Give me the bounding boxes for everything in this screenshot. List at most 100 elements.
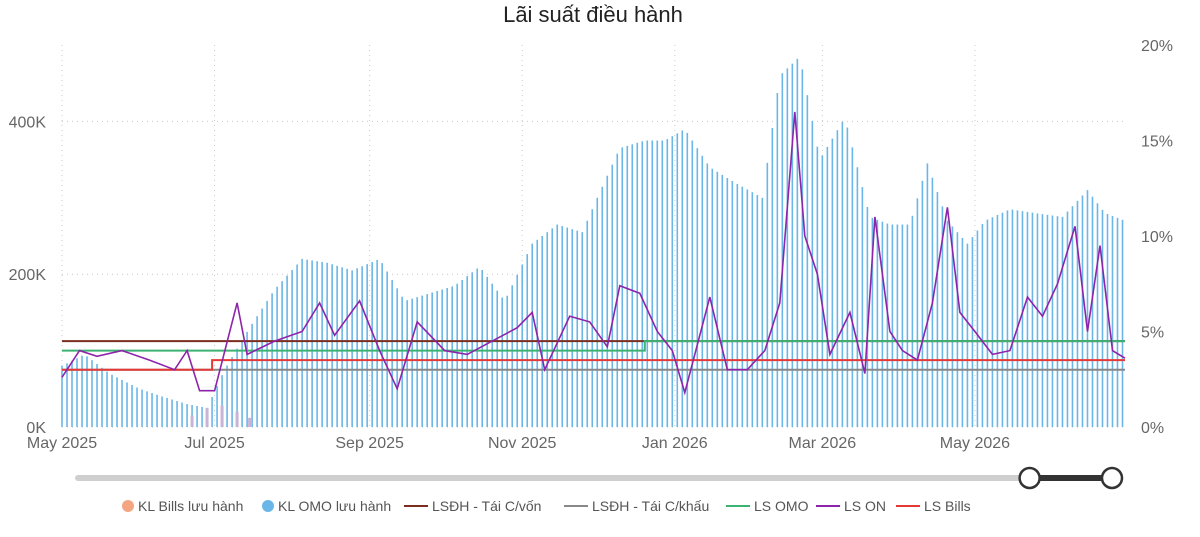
omo-bar	[761, 197, 764, 427]
omo-bar	[1076, 200, 1079, 427]
omo-bar	[936, 192, 939, 427]
omo-bar	[436, 291, 438, 427]
omo-bar	[961, 237, 964, 427]
omo-bar	[61, 365, 63, 427]
omo-bar	[306, 259, 308, 427]
legend[interactable]: KL Bills lưu hành KL OMO lưu hành LSĐH - T…	[122, 498, 971, 514]
omo-bar	[1006, 210, 1009, 427]
omo-bar	[101, 367, 103, 427]
omo-bar	[141, 389, 143, 427]
omo-bar	[1096, 203, 1099, 427]
omo-bar	[1061, 216, 1064, 427]
legend-item[interactable]: LS ON	[816, 498, 886, 514]
omo-bar	[1091, 196, 1094, 427]
omo-bar	[941, 206, 944, 427]
range-slider[interactable]	[75, 466, 1124, 490]
series-line-ls-bills	[62, 359, 1125, 371]
omo-bar	[691, 140, 694, 427]
x-tick-label: Nov 2025	[488, 435, 557, 452]
omo-bar	[166, 397, 168, 427]
omo-bar	[706, 163, 709, 428]
legend-item[interactable]: LS OMO	[726, 498, 809, 514]
omo-bar	[966, 243, 969, 427]
omo-bar	[121, 379, 123, 427]
omo-bar	[491, 283, 494, 427]
omo-bar	[926, 163, 929, 428]
slider-handle-end[interactable]	[1100, 466, 1124, 490]
omo-bar	[211, 396, 213, 427]
slider-handle-start[interactable]	[1018, 466, 1041, 490]
omo-bar	[1106, 214, 1109, 427]
omo-bar	[326, 262, 328, 427]
omo-bar	[661, 140, 664, 427]
omo-bar	[1066, 211, 1069, 427]
omo-bar	[821, 155, 824, 427]
omo-bar	[501, 297, 504, 427]
omo-bar	[756, 195, 759, 427]
omo-bar	[676, 133, 679, 427]
legend-item[interactable]: LS Bills	[896, 498, 971, 514]
omo-bar	[916, 198, 919, 427]
omo-bar	[131, 384, 133, 427]
omo-bar	[551, 228, 554, 427]
omo-bar	[161, 396, 163, 427]
x-tick-label: Sep 2025	[335, 435, 404, 452]
omo-bar	[416, 297, 418, 427]
lines	[61, 111, 1126, 396]
bills-bar	[235, 411, 239, 427]
omo-bar	[871, 217, 874, 427]
omo-bar	[1031, 212, 1034, 427]
omo-bar	[576, 230, 579, 427]
legend-label: KL OMO lưu hành	[278, 498, 391, 514]
omo-bar	[701, 155, 704, 427]
omo-bar	[556, 224, 559, 427]
omo-bar	[586, 220, 589, 427]
omo-bar	[336, 265, 338, 427]
omo-bar	[221, 375, 223, 427]
omo-bar	[846, 127, 849, 428]
omo-bar	[486, 276, 488, 427]
omo-bar	[611, 164, 614, 427]
omo-bar	[476, 268, 478, 427]
omo-bar	[531, 243, 534, 427]
legend-item[interactable]: LSĐH - Tái C/khấu	[564, 498, 709, 514]
omo-bar	[1001, 212, 1004, 427]
omo-bar	[396, 288, 398, 427]
legend-dot-icon	[122, 500, 134, 512]
omo-bar	[781, 73, 784, 428]
omo-bar	[1081, 195, 1084, 427]
omo-bar	[151, 393, 153, 427]
omo-bar	[351, 270, 353, 427]
omo-bar	[891, 224, 894, 427]
x-tick-label: May 2026	[940, 435, 1010, 452]
omo-bar	[386, 271, 388, 427]
legend-label: LS ON	[844, 498, 886, 514]
omo-bar	[116, 377, 118, 427]
omo-bar	[986, 219, 989, 427]
legend-item[interactable]: LSĐH - Tái C/vốn	[404, 498, 541, 514]
omo-bar	[481, 269, 483, 427]
omo-bar	[356, 268, 358, 427]
omo-bar	[636, 142, 639, 428]
omo-bar	[366, 264, 368, 427]
omo-bar	[711, 168, 714, 427]
omo-bar	[546, 232, 549, 427]
omo-bar	[216, 386, 218, 427]
omo-bar	[1056, 216, 1059, 427]
legend-item[interactable]: KL Bills lưu hành	[122, 498, 243, 514]
omo-bar	[601, 186, 604, 427]
omo-bar	[836, 130, 839, 427]
omo-bar	[341, 267, 343, 427]
omo-bar	[606, 175, 609, 427]
omo-bar	[686, 132, 689, 428]
omo-bar	[776, 93, 779, 427]
omo-bar	[506, 295, 509, 427]
legend-item[interactable]: KL OMO lưu hành	[262, 498, 391, 514]
legend-dot-icon	[262, 500, 274, 512]
omo-bar	[791, 63, 794, 428]
series-line-ls-omo	[62, 340, 1125, 352]
omo-bar	[81, 355, 83, 427]
omo-bar	[71, 360, 73, 427]
y-right-tick-label: 5%	[1141, 325, 1164, 342]
